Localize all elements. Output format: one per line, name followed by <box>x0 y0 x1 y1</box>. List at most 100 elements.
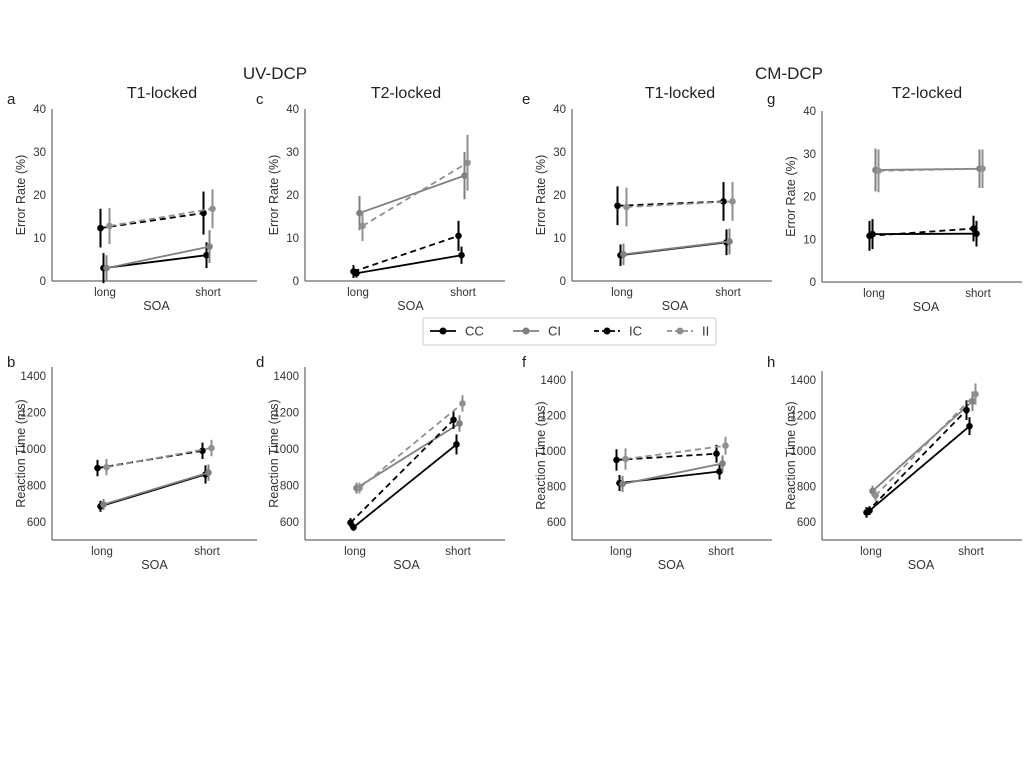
data-point <box>623 203 630 211</box>
y-tick-label: 40 <box>803 106 816 118</box>
series-line-ic <box>617 200 724 207</box>
series-line-ii <box>106 447 212 469</box>
y-tick-label: 20 <box>803 192 816 204</box>
data-point <box>726 238 733 245</box>
legend-label: IC <box>629 324 642 339</box>
series-line-ci <box>623 240 730 256</box>
panel-g: g T2-locked 0 10 20 30 40 long short SOA Error Rat… <box>767 85 1022 314</box>
panel-letter: f <box>522 354 527 371</box>
data-point <box>464 159 471 167</box>
series-ic <box>347 410 457 528</box>
data-point <box>461 172 468 179</box>
legend-item-ii: II <box>667 324 709 339</box>
panel-title: T1-locked <box>645 85 715 102</box>
series-line-cc <box>352 443 458 528</box>
series-ii <box>106 189 216 245</box>
y-tick-label: 1200 <box>540 410 566 422</box>
series-cc <box>616 463 723 492</box>
series-ic <box>350 220 462 278</box>
y-tick-label: 1400 <box>540 375 566 387</box>
data-point <box>356 209 363 217</box>
x-axis-label: SOA <box>143 299 170 313</box>
data-point <box>972 390 979 398</box>
data-point <box>720 198 727 205</box>
series-line-ic <box>349 419 455 524</box>
data-point <box>458 251 465 259</box>
data-point <box>713 450 720 458</box>
y-tick-label: 1400 <box>273 371 299 383</box>
y-axis-label: Error Rate (%) <box>267 155 281 236</box>
x-tick-label: short <box>715 287 741 299</box>
legend-marker <box>676 327 684 335</box>
series-cc <box>866 417 973 516</box>
series-line-ci <box>359 174 465 214</box>
panel-letter: h <box>767 354 775 371</box>
panel-title: T1-locked <box>127 85 197 102</box>
y-axis-label: Reaction Time (ms) <box>784 401 798 509</box>
data-point <box>450 416 457 424</box>
panel-title: T2-locked <box>892 85 962 102</box>
panel-letter: e <box>522 91 530 108</box>
series-line-ci <box>103 471 209 506</box>
y-tick-label: 10 <box>803 234 816 246</box>
series-line-ic <box>616 452 717 461</box>
x-tick-label: short <box>194 546 220 558</box>
y-tick-label: 0 <box>810 277 816 289</box>
y-tick-label: 10 <box>286 233 299 245</box>
x-tick-label: long <box>610 546 632 558</box>
data-point <box>719 460 726 467</box>
data-point <box>970 225 977 232</box>
y-tick-label: 800 <box>797 482 816 494</box>
data-point <box>208 444 215 452</box>
series-line-ii <box>362 161 468 227</box>
x-tick-label: short <box>958 546 984 558</box>
legend-label: CC <box>465 324 484 339</box>
data-point <box>979 165 986 173</box>
legend-item-ci: CI <box>513 324 561 339</box>
series-ci <box>869 391 976 497</box>
y-tick-label: 1000 <box>273 444 299 456</box>
y-tick-label: 1000 <box>20 444 46 456</box>
series-line-ic <box>100 212 204 230</box>
data-point <box>106 222 113 230</box>
y-tick-label: 600 <box>547 517 566 529</box>
y-axis-label: Error Rate (%) <box>534 155 548 236</box>
y-tick-label: 30 <box>33 147 46 159</box>
legend-marker <box>603 327 611 335</box>
data-point <box>875 167 882 175</box>
y-axis-label: Error Rate (%) <box>784 156 798 237</box>
series-line-ic <box>353 234 459 273</box>
x-tick-label: long <box>863 288 885 300</box>
data-point <box>103 463 110 471</box>
series-ii <box>872 383 979 501</box>
x-tick-label: long <box>344 546 366 558</box>
data-point <box>863 509 870 516</box>
panel-h: h 600 800 1000 1200 1400 long short SOA Reaction … <box>767 354 1022 572</box>
data-point <box>966 422 973 430</box>
y-tick-label: 0 <box>293 276 299 288</box>
panel-c: c T2-locked 0 10 20 30 40 long short SOA Error Rat… <box>256 85 505 313</box>
legend-item-cc: CC <box>430 324 484 339</box>
x-tick-label: short <box>965 288 991 300</box>
series-line-ci <box>106 245 210 269</box>
series-ii <box>623 182 736 227</box>
series-ci <box>100 464 212 510</box>
y-tick-label: 40 <box>553 104 566 116</box>
y-tick-label: 0 <box>40 276 46 288</box>
y-tick-label: 30 <box>286 147 299 159</box>
legend-label: CI <box>548 324 561 339</box>
data-point <box>206 243 213 250</box>
data-point <box>453 441 460 448</box>
panel-letter: a <box>7 91 16 108</box>
data-point <box>100 501 107 508</box>
panel-a: a T1-locked 0 10 20 30 40 long short SOA Error Rat… <box>7 85 257 313</box>
series-line-ii <box>878 167 983 172</box>
x-tick-label: long <box>611 287 633 299</box>
series-ic <box>863 400 970 518</box>
series-cc <box>353 246 465 278</box>
series-line-ci <box>871 400 974 492</box>
data-point <box>973 230 980 237</box>
y-tick-label: 1400 <box>790 375 816 387</box>
panel-d: d 600 800 1000 1200 1400 long short SOA Reaction … <box>256 354 505 572</box>
